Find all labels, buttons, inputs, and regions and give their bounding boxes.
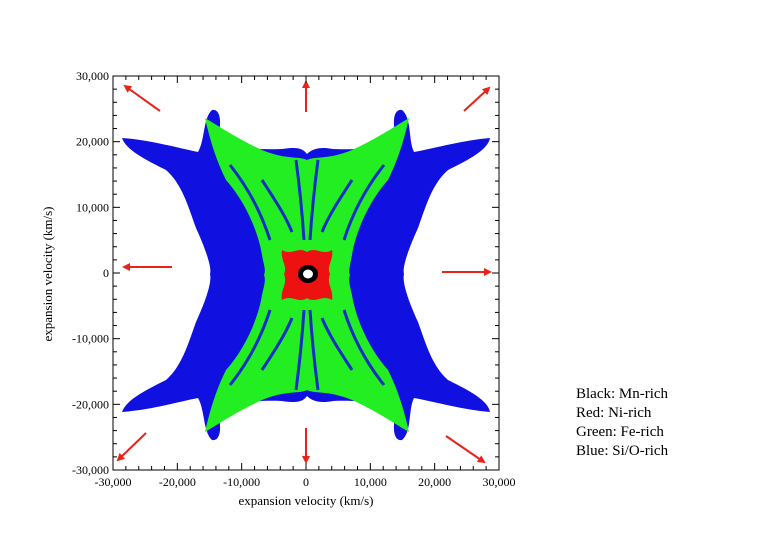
arrow-up-right	[463, 86, 491, 112]
ejecta-structure	[122, 109, 490, 441]
arrow-down-left	[116, 432, 147, 462]
y-tick-label: 0	[103, 266, 109, 280]
axis-ticks	[112, 75, 500, 471]
legend-item-si-o: Blue: Si/O-rich	[576, 443, 669, 459]
y-tick-label: -30,000	[72, 463, 109, 477]
center-void	[303, 269, 313, 279]
x-tick-label: 30,000	[483, 475, 516, 489]
arrow-up-left	[123, 84, 161, 112]
expansion-arrows	[116, 80, 492, 464]
y-axis-label: expansion velocity (km/s)	[40, 206, 55, 341]
legend-item-fe: Green: Fe-rich	[576, 424, 664, 440]
x-tick-label: -30,000	[95, 475, 132, 489]
x-tick-label: 10,000	[354, 475, 387, 489]
axis-tick-labels: -30,000 -20,000 -10,000 0 10,000 20,000 30,000…	[72, 69, 516, 489]
y-tick-label: -20,000	[72, 397, 109, 411]
y-tick-label: -10,000	[72, 332, 109, 346]
x-tick-label: 20,000	[418, 475, 451, 489]
x-axis-label: expansion velocity (km/s)	[238, 493, 373, 508]
legend-item-mn: Black: Mn-rich	[576, 386, 669, 402]
blue-streaks	[228, 159, 386, 391]
legend: Black: Mn-rich Red: Ni-rich Green: Fe-ri…	[576, 385, 668, 461]
arrow-down-right	[445, 435, 486, 464]
legend-item-ni: Red: Ni-rich	[576, 405, 652, 421]
y-tick-label: 30,000	[76, 69, 109, 83]
x-tick-label: 0	[303, 475, 309, 489]
y-tick-label: 10,000	[76, 200, 109, 214]
x-tick-label: -10,000	[223, 475, 260, 489]
x-tick-label: -20,000	[159, 475, 196, 489]
y-tick-label: 20,000	[76, 135, 109, 149]
